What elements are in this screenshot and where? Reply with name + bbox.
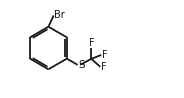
Text: F: F: [102, 50, 107, 60]
Text: F: F: [101, 62, 106, 72]
Text: Br: Br: [54, 10, 65, 20]
Text: S: S: [78, 60, 85, 70]
Text: F: F: [89, 38, 94, 48]
